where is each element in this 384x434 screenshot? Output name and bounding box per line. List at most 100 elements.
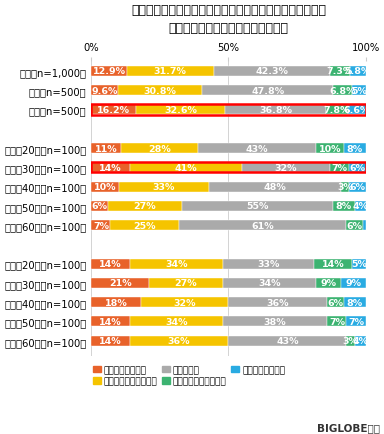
Title: 外出自粛などで人との接触機会が少なくなったことによる
ストレス量の変化はどう変わった？: 外出自粛などで人との接触機会が少なくなったことによる ストレス量の変化はどう変わ… bbox=[131, 4, 326, 35]
Text: 14%: 14% bbox=[99, 317, 122, 326]
Text: 32%: 32% bbox=[173, 298, 196, 307]
Text: 7%: 7% bbox=[93, 221, 109, 230]
Text: 8%: 8% bbox=[336, 202, 352, 211]
Text: 5%: 5% bbox=[351, 86, 367, 95]
Bar bbox=[223, 259, 314, 269]
Text: 18%: 18% bbox=[104, 298, 127, 307]
Text: 7%: 7% bbox=[332, 163, 348, 172]
Bar bbox=[346, 317, 366, 327]
Bar bbox=[327, 297, 344, 307]
Bar bbox=[209, 182, 341, 192]
Bar bbox=[91, 144, 121, 154]
Text: 6.8%: 6.8% bbox=[329, 86, 356, 95]
Bar bbox=[91, 201, 108, 211]
Text: 6.6%: 6.6% bbox=[343, 106, 370, 115]
Bar bbox=[119, 182, 209, 192]
Bar bbox=[91, 220, 111, 230]
Bar bbox=[91, 182, 119, 192]
Bar bbox=[149, 278, 223, 288]
Text: 27%: 27% bbox=[175, 279, 197, 288]
Text: 14%: 14% bbox=[99, 163, 122, 172]
Bar bbox=[130, 163, 242, 173]
Bar bbox=[182, 201, 333, 211]
Bar bbox=[130, 317, 223, 327]
Bar bbox=[341, 278, 366, 288]
Text: 61%: 61% bbox=[252, 221, 274, 230]
Text: 33%: 33% bbox=[153, 183, 175, 191]
Bar bbox=[344, 297, 366, 307]
Bar bbox=[91, 317, 130, 327]
Text: 41%: 41% bbox=[175, 163, 197, 172]
Bar bbox=[91, 105, 136, 115]
Text: 7%: 7% bbox=[348, 317, 364, 326]
Text: 25%: 25% bbox=[134, 221, 156, 230]
Bar bbox=[346, 336, 355, 346]
Bar bbox=[91, 297, 141, 307]
Text: 32.6%: 32.6% bbox=[164, 106, 197, 115]
Text: 32%: 32% bbox=[275, 163, 297, 172]
Text: 14%: 14% bbox=[99, 260, 122, 269]
Text: 6%: 6% bbox=[91, 202, 108, 211]
Bar bbox=[350, 67, 366, 77]
Text: 30.8%: 30.8% bbox=[144, 86, 176, 95]
Text: 7%: 7% bbox=[329, 317, 345, 326]
Text: 31.7%: 31.7% bbox=[154, 67, 187, 76]
Text: 8%: 8% bbox=[347, 298, 363, 307]
Bar bbox=[355, 336, 366, 346]
Text: 14%: 14% bbox=[321, 260, 344, 269]
Text: 36.8%: 36.8% bbox=[259, 106, 292, 115]
Bar bbox=[349, 182, 366, 192]
Bar bbox=[108, 201, 182, 211]
Text: 7.3%: 7.3% bbox=[327, 67, 353, 76]
Bar bbox=[91, 86, 118, 96]
Bar bbox=[314, 259, 352, 269]
Text: 4%: 4% bbox=[352, 202, 368, 211]
Text: BIGLOBE調べ: BIGLOBE調べ bbox=[317, 422, 380, 432]
Text: 6%: 6% bbox=[349, 163, 366, 172]
Text: 21%: 21% bbox=[109, 279, 131, 288]
Bar bbox=[242, 163, 330, 173]
Legend: ストレスが増えた, ややストレスが増えた, 変わらない, ややストレスが減った, ストレスが減った: ストレスが増えた, ややストレスが増えた, 変わらない, ややストレスが減った,… bbox=[93, 365, 285, 386]
Bar bbox=[179, 220, 346, 230]
Text: 42.3%: 42.3% bbox=[255, 67, 288, 76]
Bar bbox=[136, 105, 225, 115]
Bar bbox=[352, 259, 366, 269]
Bar bbox=[344, 144, 366, 154]
Text: 9%: 9% bbox=[321, 279, 337, 288]
Text: 28%: 28% bbox=[149, 144, 171, 153]
Bar bbox=[91, 259, 130, 269]
Bar bbox=[326, 105, 348, 115]
Bar bbox=[330, 67, 350, 77]
Text: 5%: 5% bbox=[351, 260, 367, 269]
Text: 10%: 10% bbox=[94, 183, 116, 191]
Text: 34%: 34% bbox=[165, 260, 188, 269]
Bar bbox=[316, 144, 344, 154]
Text: 7.8%: 7.8% bbox=[324, 106, 350, 115]
Text: 11%: 11% bbox=[95, 144, 118, 153]
Bar bbox=[130, 336, 228, 346]
Bar bbox=[127, 67, 214, 77]
Text: 36%: 36% bbox=[168, 336, 190, 345]
Text: 14%: 14% bbox=[99, 336, 122, 345]
Bar bbox=[214, 67, 330, 77]
Text: 48%: 48% bbox=[264, 183, 286, 191]
Text: 3%: 3% bbox=[343, 336, 359, 345]
Bar bbox=[348, 105, 366, 115]
Text: 8%: 8% bbox=[347, 144, 363, 153]
Text: 27%: 27% bbox=[134, 202, 156, 211]
Bar bbox=[333, 86, 352, 96]
Text: 55%: 55% bbox=[246, 202, 268, 211]
Text: 43%: 43% bbox=[276, 336, 299, 345]
Text: 33%: 33% bbox=[257, 260, 280, 269]
Bar bbox=[225, 105, 326, 115]
Text: 36%: 36% bbox=[266, 298, 289, 307]
Bar bbox=[333, 201, 355, 211]
Bar bbox=[202, 86, 333, 96]
Text: 47.8%: 47.8% bbox=[251, 86, 284, 95]
Bar bbox=[121, 144, 198, 154]
Text: 16.2%: 16.2% bbox=[97, 106, 130, 115]
Text: 6%: 6% bbox=[349, 183, 366, 191]
Bar bbox=[355, 201, 366, 211]
Bar bbox=[346, 220, 363, 230]
Bar bbox=[228, 297, 327, 307]
